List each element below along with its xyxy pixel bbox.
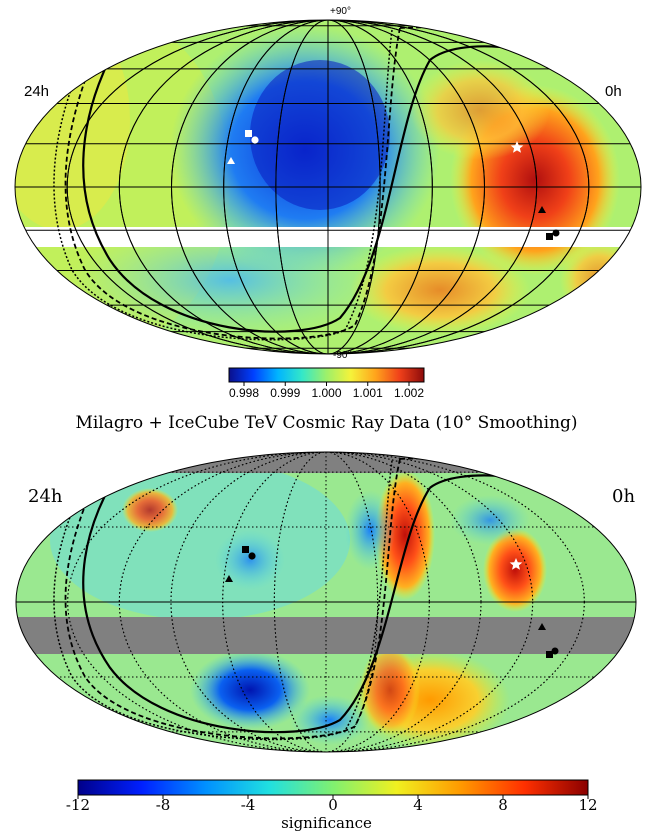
bottom-map-border xyxy=(15,451,637,753)
galactic-plane-dotted xyxy=(53,460,393,741)
top-white-star xyxy=(510,141,524,153)
bottom-cyan-wash xyxy=(50,460,350,620)
colorbar-tick-label: 1.001 xyxy=(352,386,383,400)
bottom-blue-right xyxy=(450,495,530,545)
colorbar-tick-label: 1.002 xyxy=(393,386,425,400)
top-orange-north xyxy=(410,60,550,160)
top-colorbar-fill xyxy=(228,367,425,383)
bottom-label-24h: 24h xyxy=(28,486,63,507)
bottom-colorbar-label: significance xyxy=(281,814,372,832)
top-black-triangle xyxy=(538,206,546,213)
top-colorbar xyxy=(228,367,425,386)
colorbar-tick-label: 0.998 xyxy=(228,386,260,400)
bottom-black-triangle-right xyxy=(538,623,546,630)
colorbar-tick-label: 4 xyxy=(413,796,423,814)
colorbar-tick-label: 1.000 xyxy=(311,386,342,400)
bottom-blue-north xyxy=(345,490,395,570)
bottom-colorbar xyxy=(77,779,589,799)
bottom-black-square-right xyxy=(546,651,553,658)
bottom-red-hotspot xyxy=(483,528,547,612)
bottom-white-star xyxy=(509,558,523,570)
top-label-0h: 0h xyxy=(605,83,622,100)
top-orange-right xyxy=(560,240,640,320)
colorbar-tick-label: 0.999 xyxy=(270,386,301,400)
top-orange-south xyxy=(350,245,530,335)
top-blue-deficit-core xyxy=(250,60,390,210)
top-white-circle xyxy=(251,136,259,144)
bottom-black-circle xyxy=(248,552,256,560)
colorbar-tick-label: 8 xyxy=(498,796,508,814)
colorbar-tick-label: 12 xyxy=(578,796,598,814)
colorbar-tick-label: -12 xyxy=(65,796,91,814)
bottom-black-square xyxy=(242,546,249,553)
colorbar-tick-label: 0 xyxy=(328,796,338,814)
top-white-triangle xyxy=(227,157,235,164)
colorbar-tick-label: -4 xyxy=(240,796,256,814)
bottom-blue-mid xyxy=(215,530,285,590)
galactic-plane-dotted xyxy=(53,29,393,341)
top-map-border xyxy=(14,19,642,355)
top-markers xyxy=(227,130,560,240)
top-black-square xyxy=(546,233,553,240)
top-black-circle xyxy=(552,229,560,237)
top-cyan-south xyxy=(70,220,390,340)
bottom-red-ridge xyxy=(375,470,435,600)
bottom-markers xyxy=(225,546,559,658)
top-label-24h: 24h xyxy=(24,83,50,100)
bottom-mask-gap xyxy=(16,617,636,654)
figure-title: Milagro + IceCube TeV Cosmic Ray Data (1… xyxy=(75,413,578,433)
top-pole-north: +90° xyxy=(330,6,351,17)
bottom-blue-south xyxy=(190,650,310,730)
top-pole-south: -90° xyxy=(333,350,352,361)
colorbar-tick-label: -8 xyxy=(155,796,171,814)
bottom-black-triangle-left xyxy=(225,575,233,582)
bottom-colorbar-fill xyxy=(77,779,589,796)
bottom-red-left xyxy=(122,488,178,532)
bottom-label-0h: 0h xyxy=(612,486,636,507)
top-white-square xyxy=(245,130,252,137)
bottom-black-circle-right xyxy=(551,647,559,655)
